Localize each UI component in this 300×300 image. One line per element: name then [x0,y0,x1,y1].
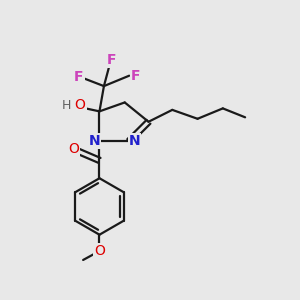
Text: O: O [75,98,86,112]
Text: F: F [131,69,140,83]
Text: N: N [129,134,140,148]
Text: O: O [68,142,79,155]
Text: O: O [94,244,105,258]
Text: H: H [61,99,71,112]
Text: F: F [74,70,83,84]
Text: F: F [106,53,116,67]
Text: N: N [88,134,100,148]
